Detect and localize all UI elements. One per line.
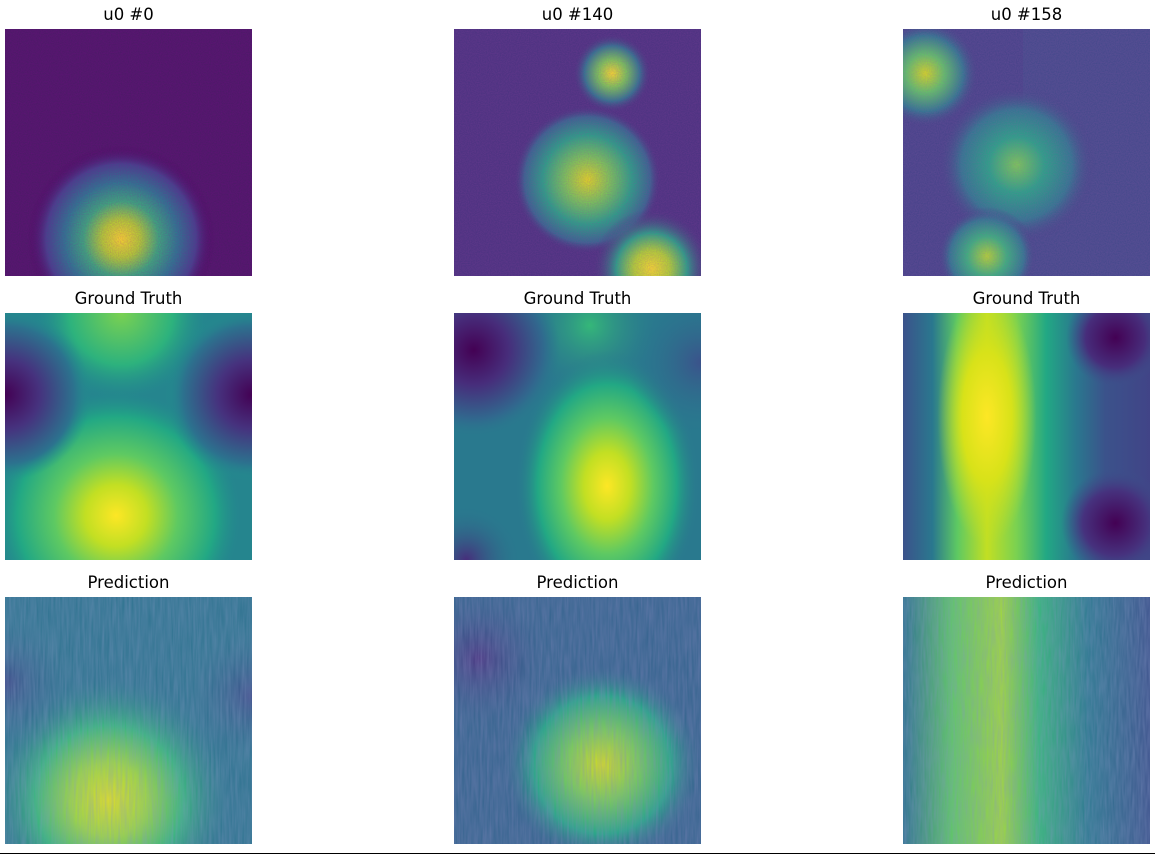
- heatmap-ground-truth-2-svg: [454, 313, 701, 560]
- heatmap-noise: [5, 29, 252, 276]
- panel-title-prediction-3: Prediction: [985, 573, 1068, 592]
- heatmap-u0-158: [903, 29, 1150, 276]
- heatmap-u0-140: [454, 29, 701, 276]
- heatmap-u0-0: [5, 29, 252, 276]
- heatmap-noise: [454, 29, 701, 276]
- heatmap-u0-0-svg: [5, 29, 252, 276]
- heatmap-field: [5, 313, 252, 560]
- heatmap-stripes: [5, 597, 252, 844]
- panel-title-u0-140: u0 #140: [541, 5, 614, 24]
- heatmap-u0-158-svg: [903, 29, 1150, 276]
- heatmap-noise: [903, 29, 1150, 276]
- heatmap-field: [454, 313, 701, 560]
- heatmap-prediction-2-svg: [454, 597, 701, 844]
- panel-title-ground-truth-3: Ground Truth: [972, 289, 1081, 308]
- panel-title-u0-0: u0 #0: [103, 5, 154, 24]
- heatmap-prediction-3-svg: [903, 597, 1150, 844]
- panel-title-ground-truth-2: Ground Truth: [523, 289, 632, 308]
- panel-title-ground-truth-1: Ground Truth: [74, 289, 183, 308]
- heatmap-prediction-3: [903, 597, 1150, 844]
- heatmap-field: [903, 313, 1150, 560]
- heatmap-prediction-1-svg: [5, 597, 252, 844]
- panel-title-prediction-1: Prediction: [87, 573, 170, 592]
- heatmap-prediction-1: [5, 597, 252, 844]
- bottom-rule: [0, 853, 1155, 854]
- heatmap-prediction-2: [454, 597, 701, 844]
- heatmap-ground-truth-1: [5, 313, 252, 560]
- heatmap-ground-truth-3: [903, 313, 1150, 560]
- heatmap-stripes: [903, 597, 1150, 844]
- heatmap-ground-truth-2: [454, 313, 701, 560]
- panel-title-prediction-2: Prediction: [536, 573, 619, 592]
- heatmap-stripes: [454, 597, 701, 844]
- heatmap-ground-truth-1-svg: [5, 313, 252, 560]
- heatmap-u0-140-svg: [454, 29, 701, 276]
- heatmap-ground-truth-3-svg: [903, 313, 1150, 560]
- panel-title-u0-158: u0 #158: [990, 5, 1063, 24]
